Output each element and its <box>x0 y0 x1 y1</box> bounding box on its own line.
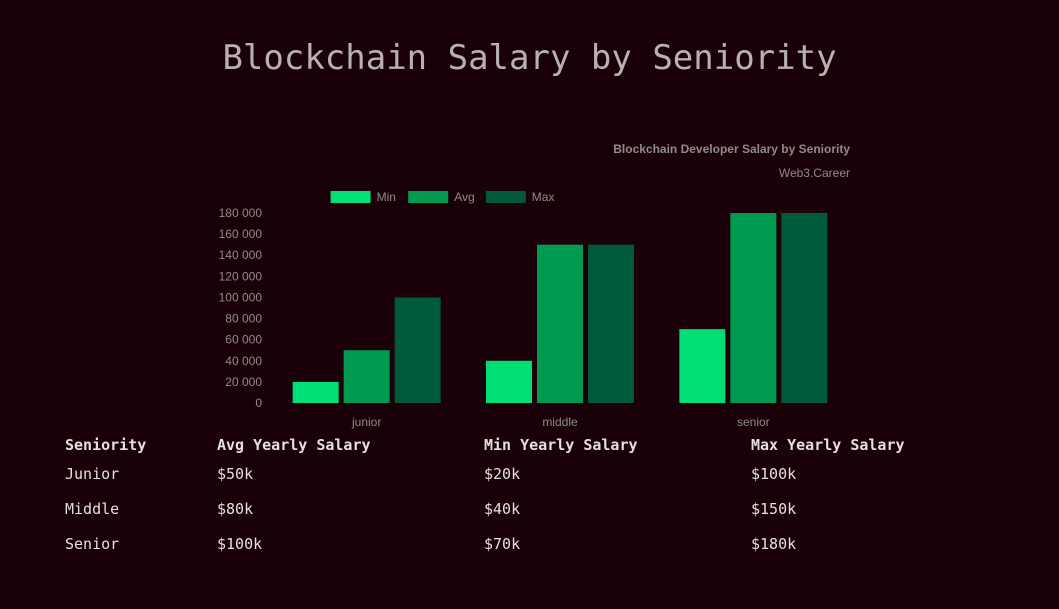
cell-max-salary: $180k <box>751 535 797 553</box>
salary-bar-chart: Blockchain Developer Salary by Seniority… <box>219 142 851 429</box>
header-max-salary: Max Yearly Salary <box>751 436 905 454</box>
bar-junior-avg[interactable] <box>343 350 390 403</box>
page-title: Blockchain Salary by Seniority <box>222 38 837 78</box>
legend-swatch-max[interactable] <box>485 191 526 203</box>
y-axis: 0 20 000 40 000 60 000 80 000 100 000 120 000 1… <box>219 206 263 410</box>
legend-swatch-min[interactable] <box>330 191 371 203</box>
cell-avg-salary: $50k <box>217 465 254 483</box>
cell-avg-salary: $80k <box>217 500 254 518</box>
cell-seniority: Middle <box>65 500 120 518</box>
bar-senior-avg[interactable] <box>730 213 777 403</box>
legend-swatch-avg[interactable] <box>408 191 449 203</box>
bar-junior-max[interactable] <box>394 297 441 403</box>
bar-junior-min[interactable] <box>292 381 339 403</box>
legend-label-min[interactable]: Min <box>377 190 396 204</box>
bar-senior-max[interactable] <box>781 213 828 403</box>
y-tick-label: 80 000 <box>225 312 262 326</box>
bar-senior-min[interactable] <box>679 329 726 403</box>
y-tick-label: 120 000 <box>219 269 263 283</box>
cell-min-salary: $70k <box>484 535 521 553</box>
y-tick-label: 0 <box>255 396 262 410</box>
cell-avg-salary: $100k <box>217 535 263 553</box>
y-tick-label: 20 000 <box>225 375 262 389</box>
y-tick-label: 180 000 <box>219 206 263 220</box>
y-tick-label: 40 000 <box>225 354 262 368</box>
bars <box>292 213 828 403</box>
legend-label-avg[interactable]: Avg <box>454 190 474 204</box>
cell-min-salary: $40k <box>484 500 521 518</box>
cell-max-salary: $150k <box>751 500 797 518</box>
chart-title: Blockchain Developer Salary by Seniority <box>613 142 850 156</box>
y-tick-label: 60 000 <box>225 333 262 347</box>
cell-seniority: Senior <box>65 535 120 553</box>
cell-max-salary: $100k <box>751 465 797 483</box>
chart-legend: Min Avg Max <box>330 190 555 204</box>
header-seniority: Seniority <box>65 436 147 454</box>
x-axis: junior middle senior <box>351 415 770 429</box>
x-tick-label: middle <box>542 415 578 429</box>
y-tick-label: 140 000 <box>219 248 263 262</box>
bar-middle-min[interactable] <box>486 360 532 403</box>
x-tick-label: senior <box>737 415 770 429</box>
x-tick-label: junior <box>351 415 381 429</box>
bar-middle-avg[interactable] <box>537 244 583 403</box>
cell-seniority: Junior <box>65 465 120 483</box>
header-avg-salary: Avg Yearly Salary <box>217 436 371 454</box>
bar-middle-max[interactable] <box>588 244 634 403</box>
cell-min-salary: $20k <box>484 465 521 483</box>
legend-label-max[interactable]: Max <box>532 190 555 204</box>
chart-subtitle: Web3.Career <box>779 166 850 180</box>
header-min-salary: Min Yearly Salary <box>484 436 638 454</box>
y-tick-label: 100 000 <box>219 290 263 304</box>
y-tick-label: 160 000 <box>219 227 263 241</box>
